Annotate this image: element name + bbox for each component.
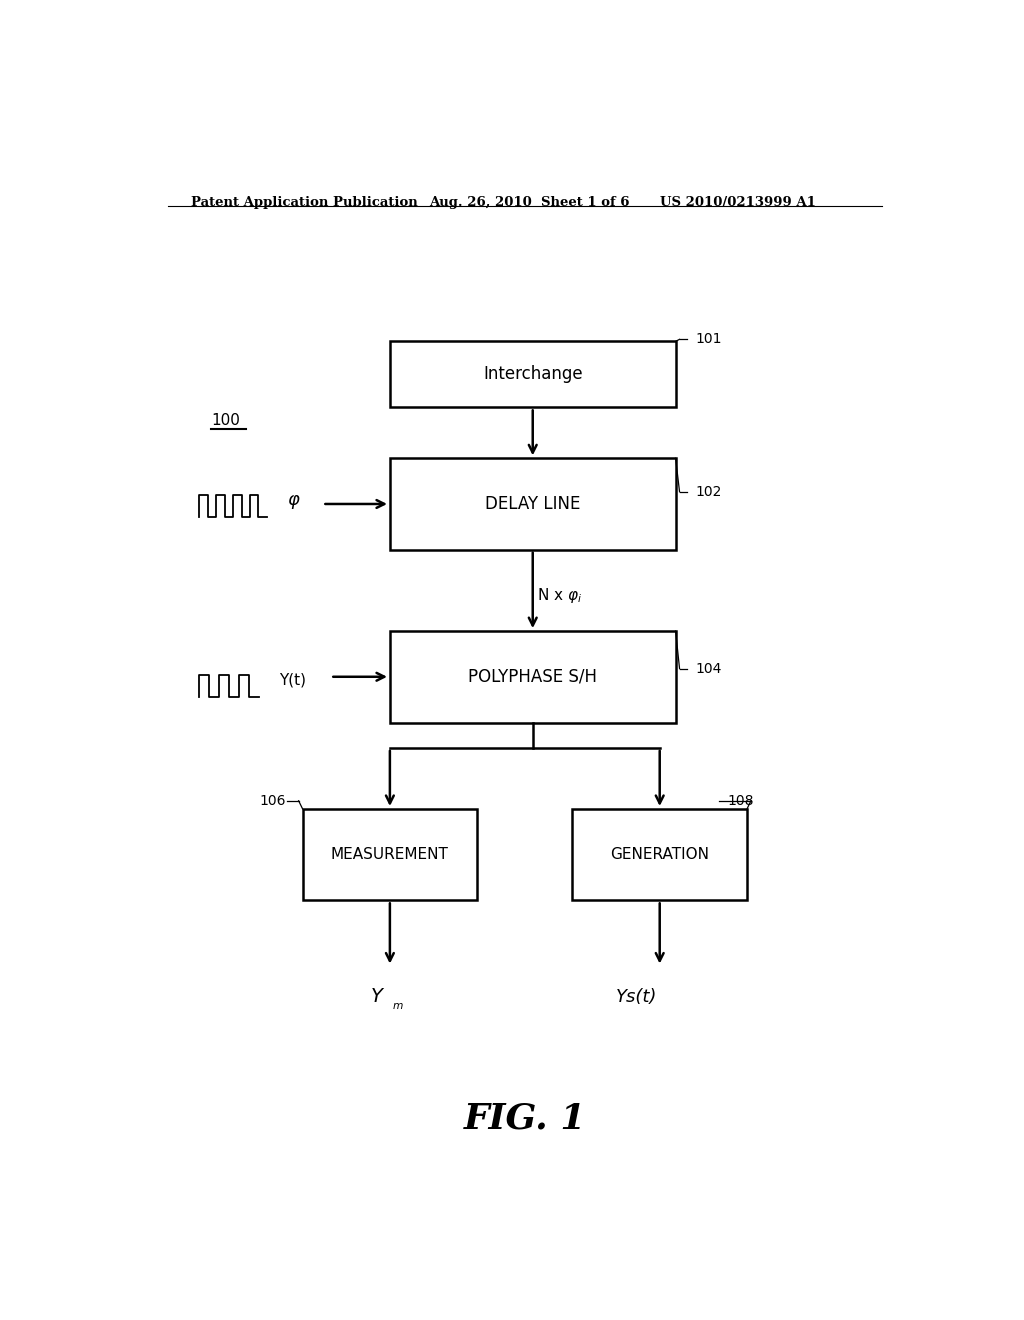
Text: 104: 104 <box>695 661 722 676</box>
Text: 106: 106 <box>259 793 286 808</box>
Text: Y(t): Y(t) <box>279 672 306 688</box>
Text: 108: 108 <box>727 793 754 808</box>
Text: Interchange: Interchange <box>483 366 583 383</box>
Bar <box>390 342 676 408</box>
Text: 101: 101 <box>695 333 722 346</box>
Text: Patent Application Publication: Patent Application Publication <box>191 195 418 209</box>
Bar <box>572 809 748 900</box>
Text: $_m$: $_m$ <box>392 997 404 1011</box>
Text: $\varphi$: $\varphi$ <box>287 492 300 511</box>
Text: Aug. 26, 2010  Sheet 1 of 6: Aug. 26, 2010 Sheet 1 of 6 <box>430 195 630 209</box>
Bar <box>390 458 676 549</box>
Text: FIG. 1: FIG. 1 <box>464 1102 586 1137</box>
Text: POLYPHASE S/H: POLYPHASE S/H <box>468 668 597 686</box>
Text: GENERATION: GENERATION <box>610 847 710 862</box>
Text: US 2010/0213999 A1: US 2010/0213999 A1 <box>659 195 815 209</box>
Text: N x $\varphi$$_i$: N x $\varphi$$_i$ <box>537 586 582 605</box>
Text: DELAY LINE: DELAY LINE <box>485 495 581 513</box>
Text: MEASUREMENT: MEASUREMENT <box>331 847 449 862</box>
Text: 102: 102 <box>695 484 722 499</box>
Text: $Y$: $Y$ <box>370 987 385 1006</box>
Text: Ys(t): Ys(t) <box>616 987 657 1006</box>
Bar <box>390 631 676 722</box>
Text: 100: 100 <box>211 413 241 428</box>
Bar <box>303 809 477 900</box>
